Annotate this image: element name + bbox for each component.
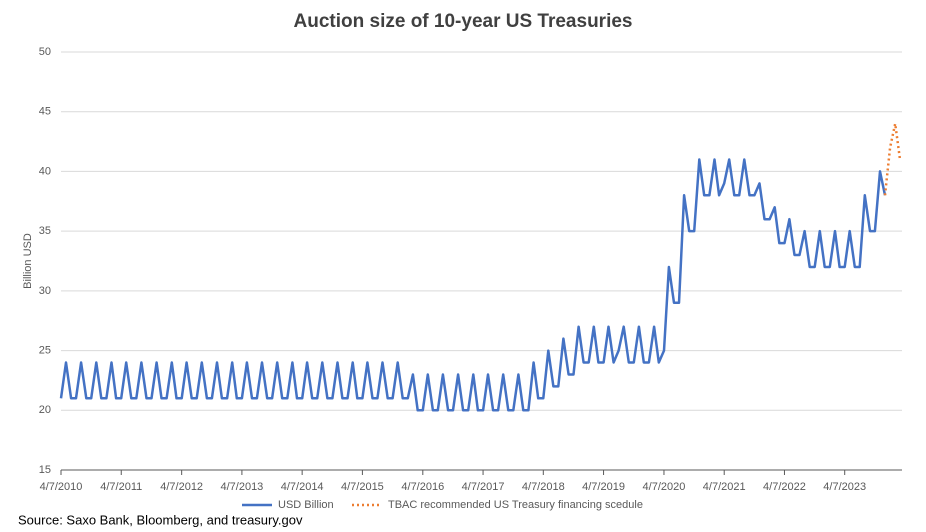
- x-tick-label: 4/7/2021: [703, 481, 746, 493]
- y-axis-label: Billion USD: [22, 233, 34, 289]
- x-tick-label: 4/7/2013: [220, 481, 263, 493]
- legend-label: USD Billion: [278, 499, 334, 511]
- y-tick-label: 50: [39, 46, 51, 58]
- y-tick-label: 45: [39, 106, 51, 118]
- y-tick-label: 15: [39, 464, 51, 476]
- x-tick-label: 4/7/2014: [281, 481, 324, 493]
- x-tick-label: 4/7/2010: [40, 481, 83, 493]
- x-tick-label: 4/7/2019: [582, 481, 625, 493]
- chart-title: Auction size of 10-year US Treasuries: [294, 11, 633, 32]
- legend-label: TBAC recommended US Treasury financing s…: [388, 499, 643, 511]
- x-tick-label: 4/7/2015: [341, 481, 384, 493]
- y-tick-label: 35: [39, 225, 51, 237]
- x-tick-label: 4/7/2011: [100, 481, 142, 493]
- series-line: [59, 158, 887, 412]
- y-tick-label: 20: [39, 404, 51, 416]
- y-tick-label: 25: [39, 344, 51, 356]
- x-tick-label: 4/7/2020: [643, 481, 686, 493]
- x-tick-label: 4/7/2022: [763, 481, 806, 493]
- source-note: Source: Saxo Bank, Bloomberg, and treasu…: [18, 512, 303, 527]
- x-tick-label: 4/7/2012: [160, 481, 203, 493]
- series-line: [883, 122, 902, 196]
- x-tick-label: 4/7/2017: [462, 481, 505, 493]
- x-tick-label: 4/7/2018: [522, 481, 565, 493]
- x-tick-label: 4/7/2016: [401, 481, 444, 493]
- x-tick-label: 4/7/2023: [823, 481, 866, 493]
- y-tick-label: 40: [39, 165, 51, 177]
- y-tick-label: 30: [39, 285, 51, 297]
